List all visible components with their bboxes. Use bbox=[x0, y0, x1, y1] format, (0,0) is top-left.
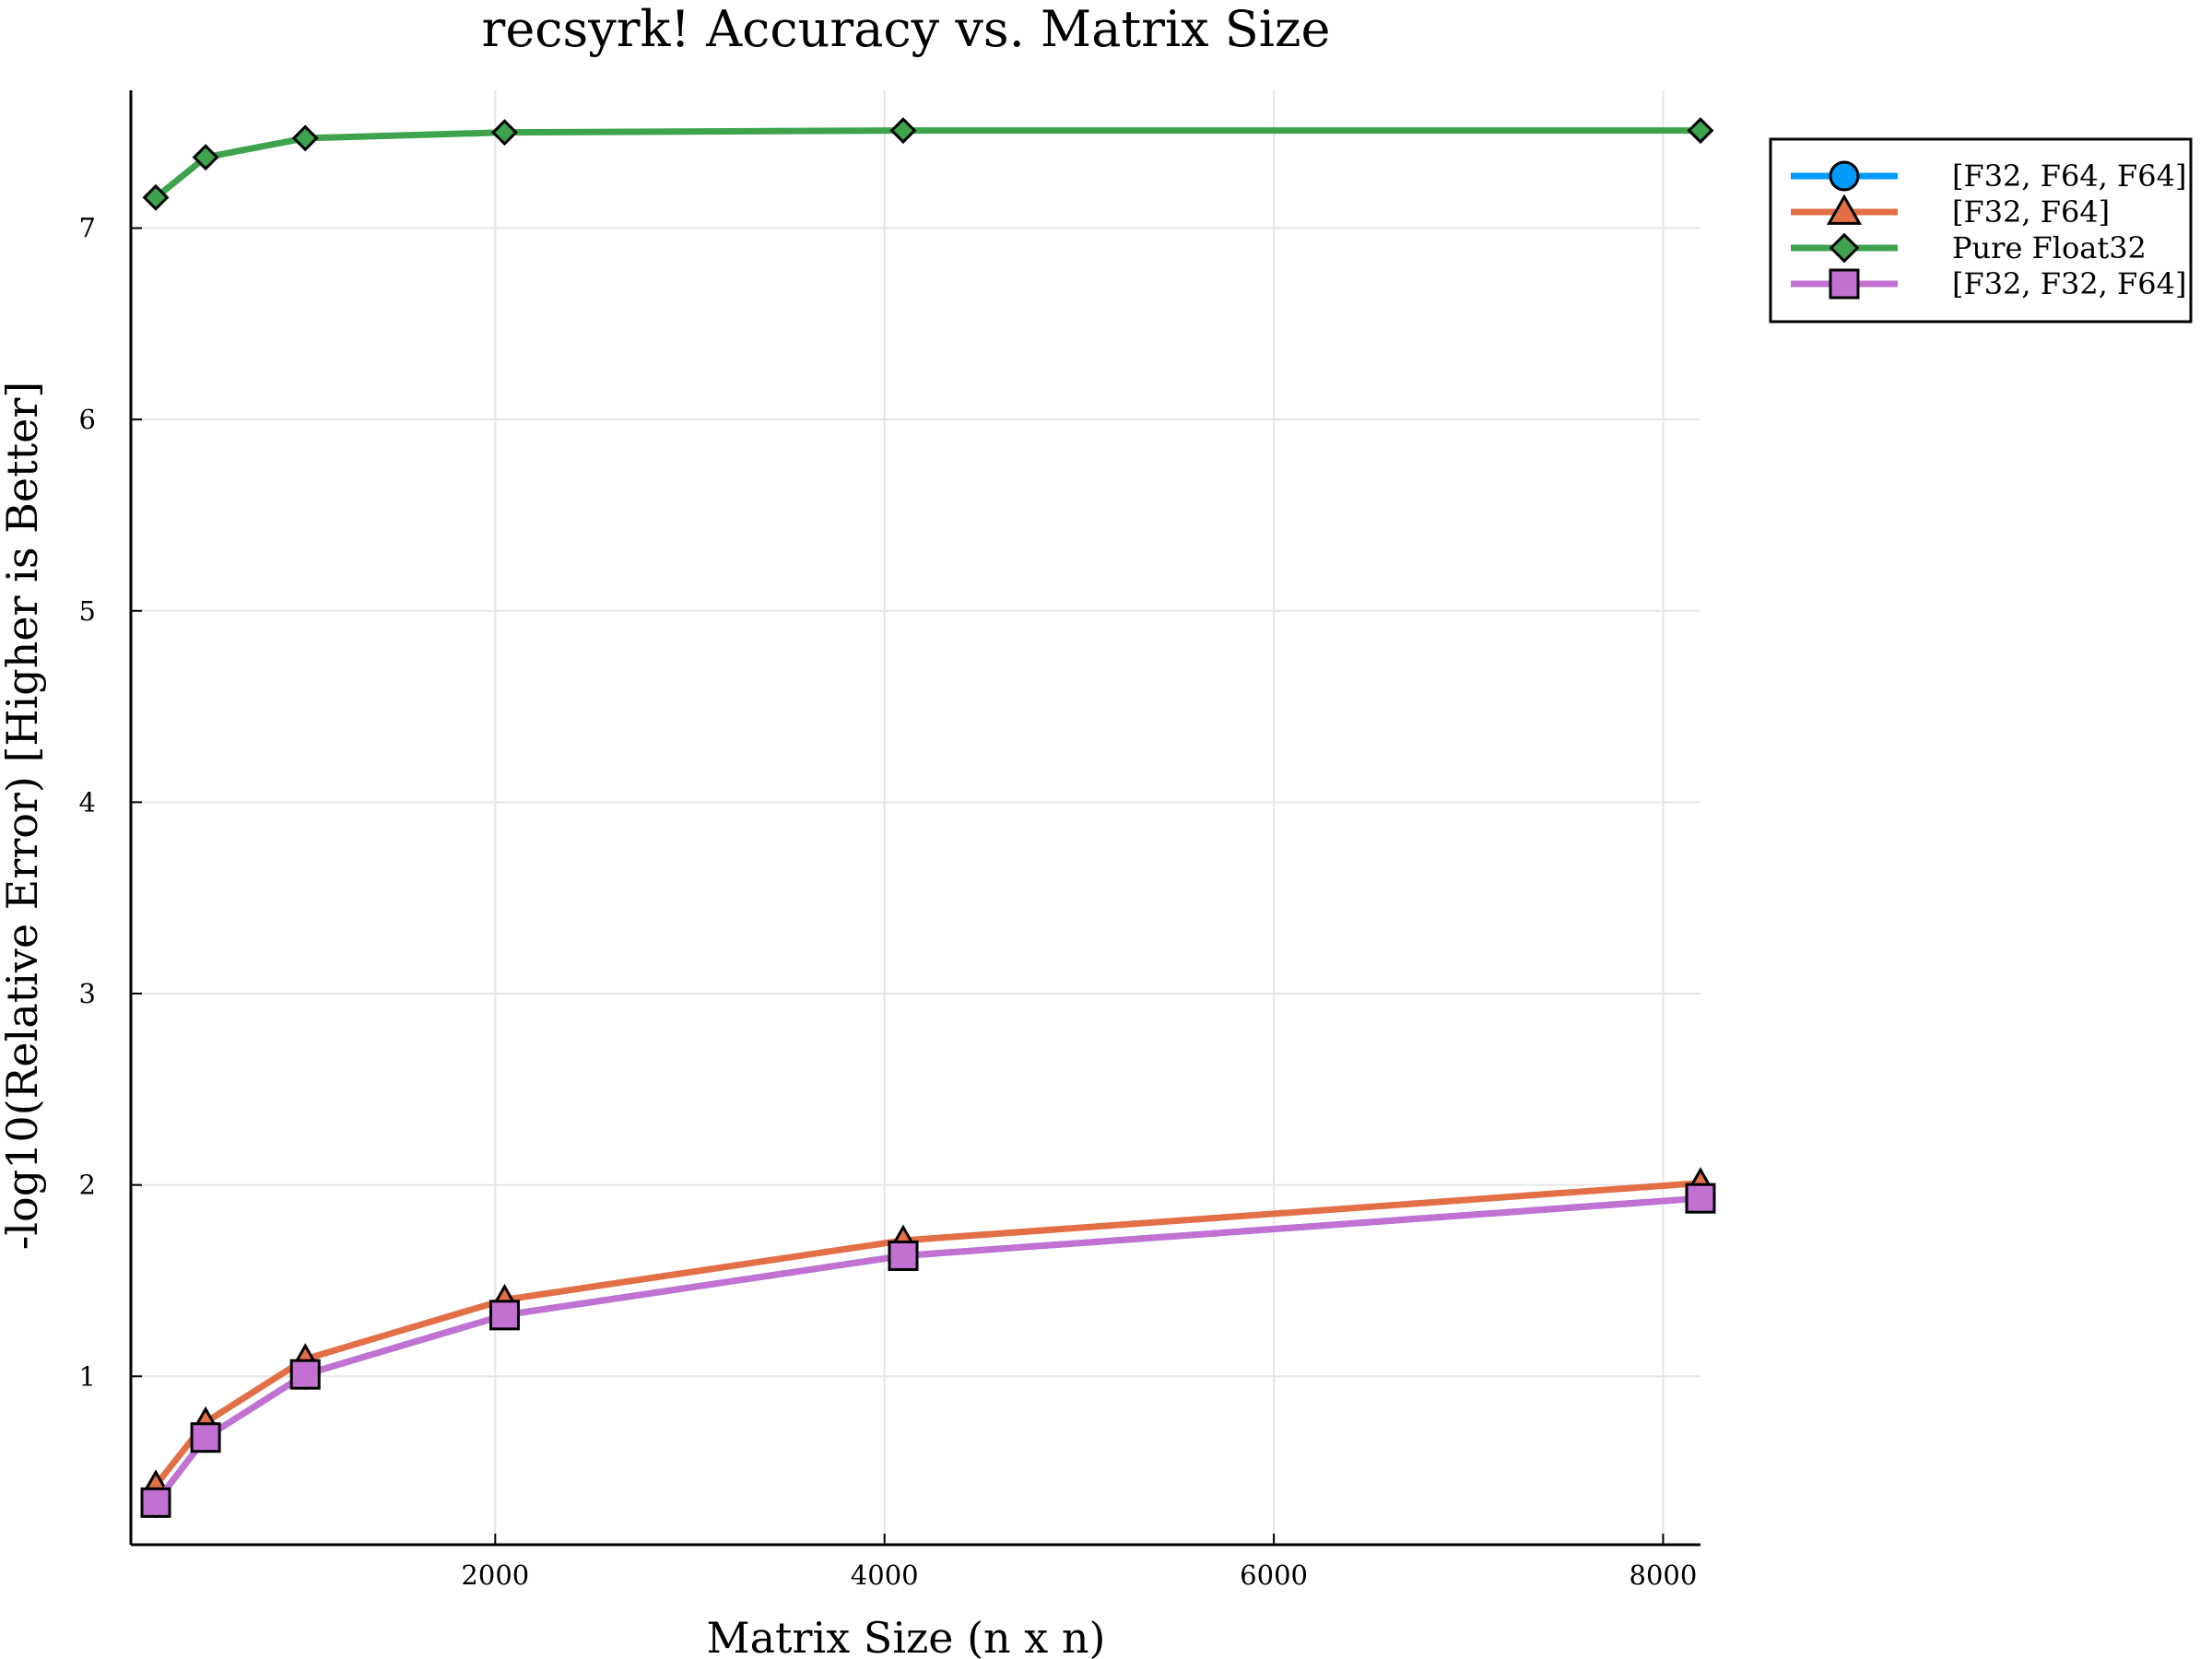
data-point bbox=[491, 119, 518, 147]
series-1 bbox=[140, 1167, 1716, 1497]
y-tick-label: 4 bbox=[79, 786, 96, 818]
data-point bbox=[888, 1240, 919, 1271]
legend-marker bbox=[1829, 268, 1860, 300]
y-axis-label: -log10(Relative Error) [Higher is Better… bbox=[0, 382, 47, 1250]
data-point bbox=[1685, 1182, 1716, 1214]
data-point bbox=[889, 117, 917, 145]
legend: [F32, F64, F64][F32, F64]Pure Float32[F3… bbox=[1769, 137, 2193, 324]
legend-entry: Pure Float32 bbox=[1791, 230, 2147, 265]
legend-marker bbox=[1826, 194, 1863, 225]
grid-layer bbox=[131, 90, 1700, 1545]
chart-title: recsyrk! Accuracy vs. Matrix Size bbox=[482, 0, 1331, 58]
data-point bbox=[190, 1422, 221, 1453]
legend-marker bbox=[1829, 232, 1860, 264]
y-tick-label: 1 bbox=[79, 1360, 96, 1392]
x-axis-label: Matrix Size (n x n) bbox=[707, 1613, 1106, 1659]
legend-entry: [F32, F64, F64] bbox=[1791, 159, 2186, 194]
legend-label: Pure Float32 bbox=[1952, 230, 2147, 265]
series-2 bbox=[142, 117, 1714, 211]
legend-entry: [F32, F64] bbox=[1791, 194, 2110, 229]
legend-label: [F32, F64, F64] bbox=[1952, 159, 2186, 194]
data-point bbox=[140, 1487, 171, 1518]
series-3 bbox=[140, 1182, 1716, 1518]
axes-layer: 2000 4000 6000 8000 1 2 3 4 5 6 7 bbox=[79, 90, 1700, 1591]
x-tick-label: 8000 bbox=[1630, 1559, 1698, 1591]
data-point bbox=[1687, 117, 1714, 145]
series-layer bbox=[140, 117, 1716, 1518]
data-point bbox=[289, 1359, 321, 1390]
y-tick-label: 6 bbox=[79, 404, 96, 435]
data-point bbox=[291, 124, 319, 152]
series-line bbox=[153, 127, 1700, 200]
legend-entry: [F32, F32, F64] bbox=[1791, 266, 2186, 301]
y-tick-label: 2 bbox=[79, 1170, 96, 1201]
x-tick-label: 6000 bbox=[1240, 1559, 1308, 1591]
y-tick-label: 3 bbox=[79, 978, 96, 1009]
y-tick-label: 7 bbox=[79, 212, 96, 243]
x-tick-label: 4000 bbox=[851, 1559, 919, 1591]
legend-label: [F32, F32, F64] bbox=[1952, 266, 2186, 301]
series-line bbox=[153, 1194, 1701, 1505]
legend-marker bbox=[1829, 160, 1860, 192]
x-tick-label: 2000 bbox=[461, 1559, 529, 1591]
series-line bbox=[153, 1180, 1701, 1488]
data-point bbox=[192, 144, 219, 171]
data-point bbox=[488, 1300, 520, 1331]
data-point bbox=[142, 183, 170, 211]
legend-label: [F32, F64] bbox=[1952, 194, 2110, 229]
y-tick-label: 5 bbox=[79, 595, 96, 627]
